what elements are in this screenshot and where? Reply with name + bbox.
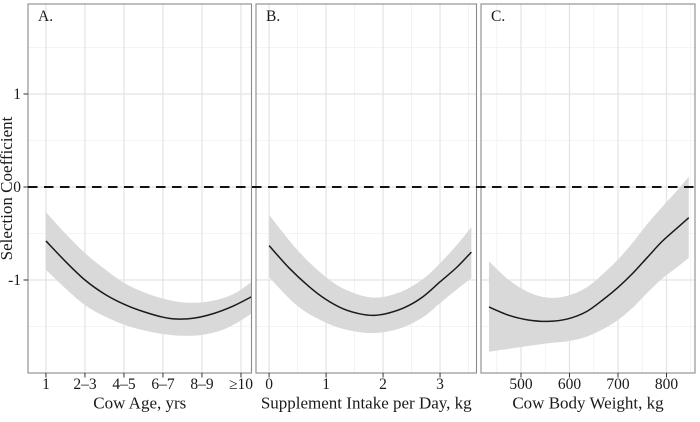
x-axis-label: Supplement Intake per Day, kg [261,394,472,413]
x-tick-label: ≥10 [229,376,253,393]
x-tick-label: 1 [322,376,330,393]
x-tick-label: 2 [379,376,387,393]
panel-border [255,3,478,374]
y-tick-label: 0 [13,179,21,196]
x-tick-label: 3 [436,376,444,393]
x-tick-label: 700 [606,376,630,393]
x-axis-label: Cow Body Weight, kg [512,394,664,413]
regression-curve [488,217,690,323]
x-tick-label: 6–7 [151,376,175,393]
panel-tag: A. [38,8,53,25]
x-tick-label: 500 [509,376,533,393]
y-axis-label: Selection Coefficient [0,116,16,260]
y-tick-label: -1 [8,272,21,289]
confidence-band [489,176,689,352]
x-tick-label: 600 [558,376,582,393]
regression-curve [268,245,472,317]
x-tick-label: 4–5 [112,376,136,393]
x-tick-label: 800 [655,376,679,393]
panel-tag: B. [266,8,280,25]
x-axis: 1 2–3 4–5 6–7 8–9 ≥10 Cow Age, yrs [42,373,253,413]
panel-border [480,3,696,374]
x-tick-label: 0 [265,376,273,393]
confidence-band [45,212,252,336]
x-tick-label: 8–9 [190,376,214,393]
x-tick-label: 1 [42,376,50,393]
regression-curve [45,240,252,320]
y-axis: 1 0 -1 Selection Coefficient [0,86,28,289]
y-tick-label: 1 [13,86,21,103]
panel-border [27,3,253,374]
x-axis-label: Cow Age, yrs [93,394,186,413]
panel-a: A. 1 2–3 4–5 6–7 8–9 ≥10 Cow Age, yrs [27,3,253,413]
x-tick-label: 2–3 [73,376,97,393]
panel-tag: C. [491,8,505,25]
confidence-band [269,214,472,334]
